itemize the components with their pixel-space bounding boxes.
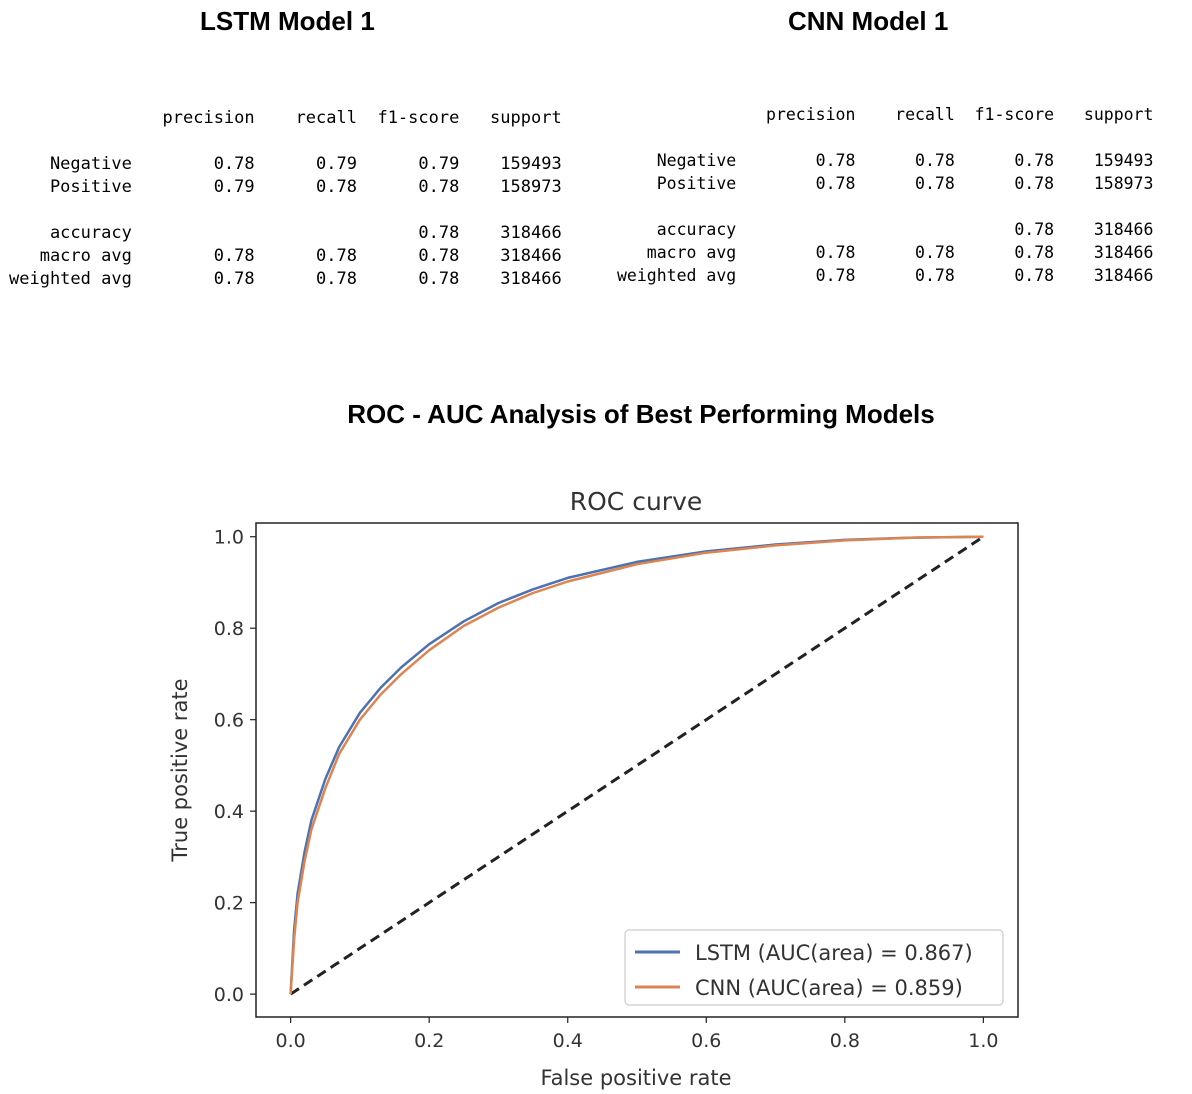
y-tick-label: 0.8 [214,618,244,640]
axis-ticks: 0.0 0.2 0.4 0.6 0.8 1.0 0.0 0.2 0.4 0.6 0.8 1.0 [214,527,999,1052]
x-tick-label: 0.4 [553,1030,583,1052]
y-tick-label: 0.0 [214,984,244,1006]
lstm-classification-report: precision recall f1-score support Negati… [9,108,562,289]
cnn-report-title: CNN Model 1 [788,6,949,36]
chance-diagonal-line [289,535,985,996]
legend-label: LSTM (AUC(area) = 0.867) [695,941,973,965]
series-line-1 [289,535,984,995]
legend-box [624,929,1004,1006]
lstm-report-title: LSTM Model 1 [200,6,375,36]
x-tick-label: 0.0 [276,1030,306,1052]
legend-label: CNN (AUC(area) = 0.859) [695,976,963,1000]
cnn-classification-report: precision recall f1-score support Negati… [617,105,1154,285]
legend: LSTM (AUC(area) = 0.867) CNN (AUC(area) =… [624,929,1004,1006]
y-tick-label: 0.2 [214,893,244,915]
x-axis-label: False positive rate [540,1066,731,1090]
x-tick-label: 0.2 [414,1030,444,1052]
roc-chart: ROC curve 0.0 0.2 0.4 0.6 0.8 1.0 0.0 0.2 0.4 0.6… [168,487,1019,1090]
x-tick-label: 0.8 [830,1030,860,1052]
y-tick-label: 0.4 [214,801,244,823]
y-axis-label: True positive rate [168,679,192,863]
y-tick-label: 0.6 [214,710,244,732]
plot-frame [255,522,1019,1018]
roc-section-heading: ROC - AUC Analysis of Best Performing Mo… [347,399,935,429]
chart-title: ROC curve [570,487,703,516]
series-lines [289,535,985,996]
y-tick-label: 1.0 [214,527,244,549]
x-tick-label: 1.0 [968,1030,998,1052]
x-tick-label: 0.6 [691,1030,721,1052]
